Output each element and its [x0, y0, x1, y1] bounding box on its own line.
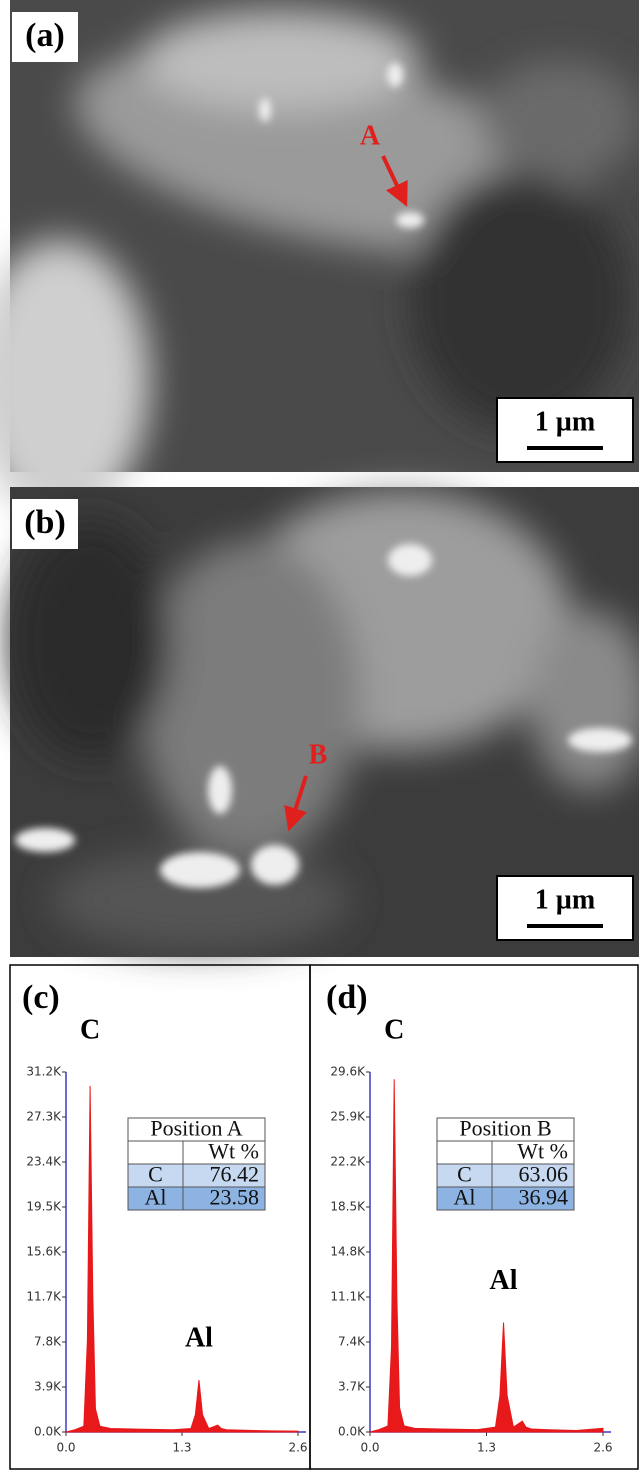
sem-image: (b) B 1 µm — [10, 487, 639, 957]
panel-label: (b) — [24, 504, 66, 541]
peak-label: Al — [490, 1265, 518, 1296]
sem-image: (a) A 1 µm — [0, 0, 639, 520]
y-tick-label: 29.6K — [330, 1065, 366, 1079]
arrow — [284, 775, 308, 832]
spectrum — [369, 1079, 604, 1433]
marker-label: B — [309, 739, 328, 770]
y-tick-label: 22.2K — [330, 1155, 366, 1169]
y-tick-label: 11.7K — [26, 1290, 62, 1304]
table-value: 36.94 — [519, 1185, 569, 1210]
y-tick-label: 3.9K — [34, 1380, 62, 1394]
x-tick-label: 0.0 — [360, 1441, 379, 1455]
y-tick-label: 0.0K — [338, 1425, 366, 1439]
peak-label: Al — [185, 1322, 213, 1353]
table-element: C — [148, 1162, 163, 1187]
y-tick-label: 25.9K — [330, 1110, 366, 1124]
table-cell — [491, 1186, 575, 1211]
image-texture — [10, 490, 639, 950]
panel-label: (d) — [326, 979, 368, 1016]
y-tick-label: 15.6K — [26, 1245, 62, 1259]
particles — [259, 63, 424, 228]
scale-box — [496, 397, 634, 463]
y-tick-label: 7.8K — [34, 1335, 62, 1349]
scale-label: 1 µm — [535, 884, 595, 915]
image-texture — [0, 10, 639, 520]
label-box — [12, 499, 78, 549]
x-tick-label: 1.3 — [477, 1441, 496, 1455]
panel-label: (a) — [25, 17, 65, 54]
table-element: C — [457, 1162, 472, 1187]
scale-label: 1 µm — [535, 406, 595, 437]
x-tick-label: 2.6 — [593, 1441, 612, 1455]
arrow — [381, 155, 408, 207]
panel-border — [309, 964, 639, 1470]
y-tick-label: 3.7K — [338, 1380, 366, 1394]
y-tick-label: 19.5K — [26, 1200, 62, 1214]
y-tick-label: 11.1K — [330, 1290, 366, 1304]
marker-label: A — [360, 120, 381, 151]
table-title: Position A — [150, 1116, 242, 1141]
table-header: Wt % — [208, 1139, 259, 1164]
table-element: Al — [454, 1185, 476, 1210]
x-tick-label: 0.0 — [56, 1441, 75, 1455]
spectrum — [65, 1085, 299, 1433]
table-cell — [182, 1186, 266, 1211]
table-value: 76.42 — [210, 1162, 260, 1187]
table-value: 63.06 — [519, 1162, 569, 1187]
y-tick-label: 0.0K — [34, 1425, 62, 1439]
y-tick-label: 23.4K — [26, 1155, 62, 1169]
panel-label: (c) — [22, 979, 60, 1016]
y-tick-label: 31.2K — [26, 1065, 62, 1079]
y-tick-label: 27.3K — [26, 1110, 62, 1124]
peak-label: C — [80, 1014, 100, 1045]
table-value: 23.58 — [210, 1185, 260, 1210]
table-element: Al — [145, 1185, 167, 1210]
table-title: Position B — [459, 1116, 551, 1141]
x-tick-label: 1.3 — [172, 1441, 191, 1455]
y-tick-label: 7.4K — [338, 1335, 366, 1349]
x-tick-label: 2.6 — [288, 1441, 307, 1455]
y-tick-label: 18.5K — [330, 1200, 366, 1214]
label-box — [12, 12, 78, 62]
peak-label: C — [384, 1014, 404, 1045]
table-header: Wt % — [517, 1139, 568, 1164]
table-cell — [127, 1140, 184, 1165]
y-tick-label: 14.8K — [330, 1245, 366, 1259]
particles — [15, 544, 632, 888]
table-cell — [436, 1140, 493, 1165]
scale-box — [496, 875, 634, 941]
